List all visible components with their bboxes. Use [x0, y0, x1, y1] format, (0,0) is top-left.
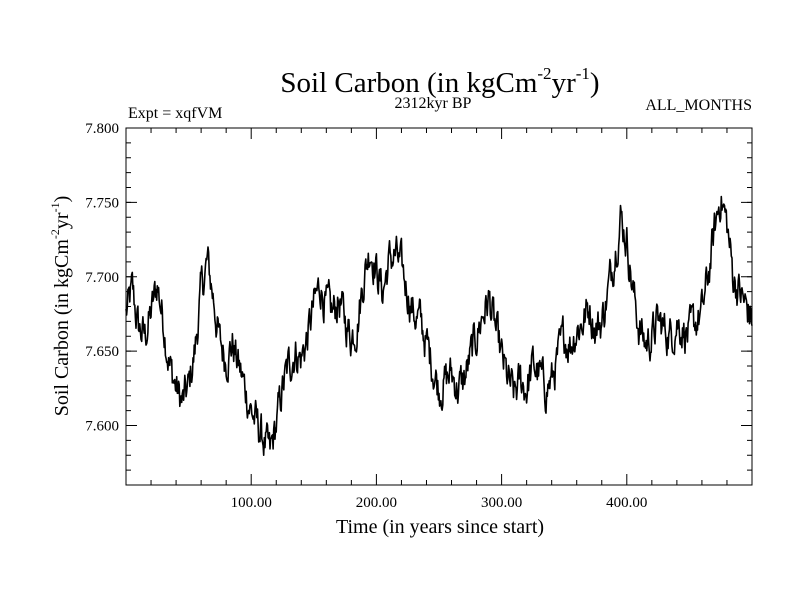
y-axis: 7.600 7.650 7.700 7.750 7.800	[85, 121, 752, 486]
x-axis-label: Time (in years since start)	[336, 516, 544, 538]
subtitle-right: ALL_MONTHS	[645, 97, 752, 114]
y-tick-label: 7.600	[85, 419, 119, 435]
chart-title: Soil Carbon (in kgCm-2yr-1)	[280, 64, 599, 99]
y-tick-label: 7.750	[85, 195, 119, 211]
x-tick-label: 200.00	[356, 495, 397, 511]
series-line	[125, 195, 753, 456]
plot-area	[125, 195, 753, 456]
x-tick-label: 300.00	[481, 495, 522, 511]
y-tick-label: 7.650	[85, 344, 119, 360]
y-tick-label: 7.800	[85, 121, 119, 137]
y-tick-label: 7.700	[85, 270, 119, 286]
subtitle-center: 2312kyr BP	[395, 95, 472, 112]
x-axis: 100.00 200.00 300.00 400.00	[150, 128, 728, 511]
y-axis-label: Soil Carbon (in kgCm-2yr-1)	[48, 196, 73, 417]
subtitle-left: Expt = xqfVM	[128, 105, 222, 122]
x-tick-label: 100.00	[231, 495, 272, 511]
x-tick-label: 400.00	[606, 495, 647, 511]
